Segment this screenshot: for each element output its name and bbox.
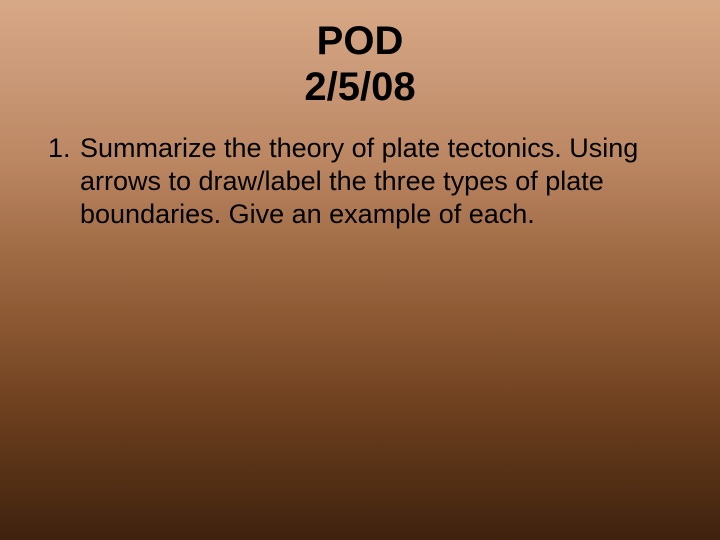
- list-number: 1.: [48, 133, 71, 163]
- list-text: Summarize the theory of plate tectonics.…: [48, 132, 672, 231]
- slide: POD 2/5/08 1. Summarize the theory of pl…: [0, 0, 720, 540]
- slide-body: 1. Summarize the theory of plate tectoni…: [48, 132, 672, 231]
- slide-title: POD 2/5/08: [48, 18, 672, 110]
- title-line-1: POD: [48, 18, 672, 64]
- title-line-2: 2/5/08: [48, 64, 672, 110]
